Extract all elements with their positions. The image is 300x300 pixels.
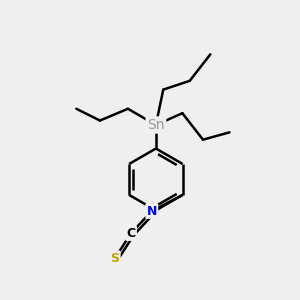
Text: Sn: Sn [147,118,165,132]
Text: N: N [147,205,157,218]
Text: S: S [110,252,119,265]
Text: C: C [127,227,136,240]
